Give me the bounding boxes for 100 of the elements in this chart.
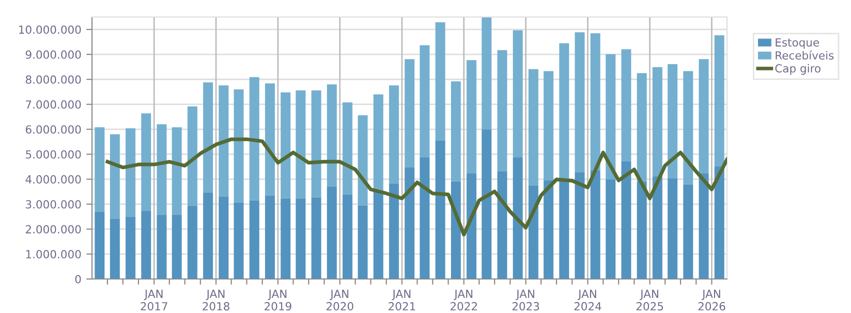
y-tick-label: 1.000.000	[26, 250, 81, 258]
bar	[636, 73, 647, 182]
bar	[234, 202, 244, 279]
bar	[574, 172, 585, 279]
bar	[559, 43, 570, 180]
bar	[311, 90, 322, 198]
x-tick-label: JAN 2019	[264, 290, 292, 310]
x-tick-label: JAN 2025	[636, 290, 663, 310]
bar	[404, 167, 415, 279]
bar	[574, 32, 585, 172]
bar	[482, 18, 492, 130]
bar	[621, 161, 632, 279]
x-tick-label: JAN 2026	[698, 290, 726, 310]
x-tick-label: JAN 2018	[202, 290, 230, 310]
bar	[544, 180, 554, 279]
bar	[590, 170, 600, 279]
bar	[265, 83, 275, 196]
bar	[652, 176, 662, 279]
y-tick-label: 2.000.000	[26, 225, 81, 234]
x-tick-label: JAN 2020	[326, 290, 354, 310]
bar	[218, 85, 229, 196]
bar	[249, 200, 260, 279]
bar	[141, 210, 152, 279]
bar	[636, 181, 647, 279]
bar	[126, 216, 136, 279]
y-tick-label: 7.000.000	[26, 100, 81, 109]
bar	[512, 157, 523, 279]
bar	[621, 49, 632, 162]
bar	[652, 67, 662, 176]
bar	[249, 77, 260, 200]
bar	[126, 128, 136, 217]
bar	[482, 129, 492, 279]
bar	[590, 33, 600, 170]
bar	[698, 173, 709, 279]
bar	[94, 212, 105, 279]
bar	[342, 102, 352, 194]
y-tick-label: 5.000.000	[26, 150, 81, 159]
bar	[156, 214, 167, 279]
x-tick-label: JAN 2017	[140, 290, 168, 310]
y-tick-label: 4.000.000	[26, 175, 81, 184]
y-tick-label: 0	[75, 274, 81, 284]
x-tick-label: JAN 2023	[512, 290, 540, 310]
bar	[683, 71, 694, 184]
bar	[420, 157, 430, 279]
bar	[389, 85, 399, 184]
bar	[141, 113, 152, 211]
x-tick-label: JAN 2022	[450, 290, 477, 310]
bar	[373, 192, 384, 279]
bar	[188, 206, 198, 279]
y-tick-label: 8.000.000	[26, 75, 81, 84]
bar	[404, 59, 415, 168]
bar	[435, 22, 446, 140]
bar	[714, 166, 724, 279]
bar	[668, 178, 678, 279]
bar	[203, 82, 213, 192]
bar	[156, 124, 167, 215]
legend-label: Estoque	[776, 38, 819, 49]
bar	[218, 196, 229, 279]
bar	[280, 92, 290, 198]
bar	[668, 64, 678, 178]
bar	[466, 60, 476, 174]
bar	[606, 179, 616, 279]
bar	[528, 185, 538, 279]
bar	[311, 197, 322, 279]
bar	[342, 194, 352, 279]
bar	[435, 140, 446, 279]
bar	[389, 183, 399, 279]
bar	[497, 50, 508, 172]
x-tick-label: JAN 2021	[388, 290, 416, 310]
bar	[94, 127, 105, 212]
bar	[188, 106, 198, 206]
bar	[544, 71, 554, 180]
bar	[420, 45, 430, 158]
bar	[497, 171, 508, 279]
bar	[528, 69, 538, 186]
legend-label: Cap giro	[775, 64, 820, 75]
y-tick-label: 9.000.000	[26, 50, 81, 59]
legend-label: Recebíveis	[776, 50, 834, 60]
bar	[296, 198, 306, 279]
bar	[698, 59, 709, 174]
bar	[172, 127, 182, 215]
bar	[358, 115, 368, 206]
bar	[358, 205, 368, 279]
bar	[203, 192, 213, 279]
bar	[326, 84, 337, 186]
bar	[450, 81, 461, 182]
bar	[110, 218, 120, 279]
y-tick-label: 3.000.000	[26, 200, 81, 209]
y-tick-label: 6.000.000	[26, 125, 81, 134]
bar	[110, 134, 120, 219]
bar	[326, 186, 337, 279]
bar	[714, 35, 724, 166]
x-tick-label: JAN 2024	[574, 290, 602, 310]
y-tick-label: 10.000.000	[19, 25, 81, 34]
bar	[234, 89, 244, 202]
bar	[265, 195, 275, 279]
bar	[683, 184, 694, 279]
bar	[172, 214, 182, 279]
bar	[296, 90, 306, 198]
bar	[512, 30, 523, 158]
